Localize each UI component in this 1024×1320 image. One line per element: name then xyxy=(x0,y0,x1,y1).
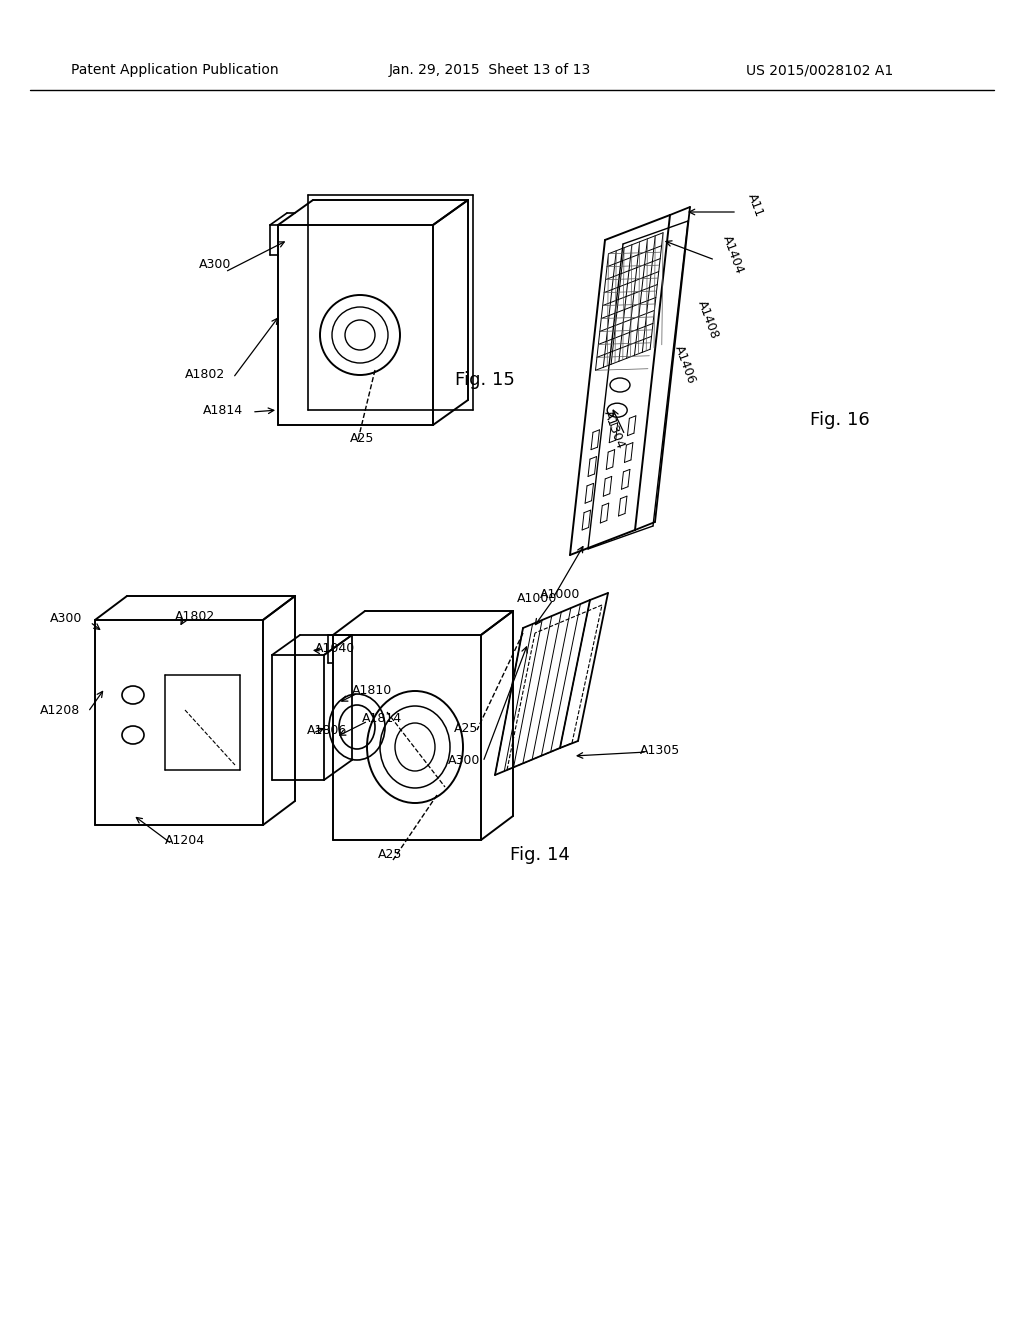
Text: A1802: A1802 xyxy=(175,610,215,623)
Text: A1806: A1806 xyxy=(307,723,347,737)
Text: A1810: A1810 xyxy=(352,684,392,697)
Text: A1000: A1000 xyxy=(517,591,557,605)
Text: A1040: A1040 xyxy=(315,642,355,655)
Text: Jan. 29, 2015  Sheet 13 of 13: Jan. 29, 2015 Sheet 13 of 13 xyxy=(389,63,591,77)
Text: A1000: A1000 xyxy=(540,589,581,602)
Text: A1305: A1305 xyxy=(640,743,680,756)
Text: A1814: A1814 xyxy=(203,404,243,417)
Text: A1204: A1204 xyxy=(165,833,205,846)
Text: A11: A11 xyxy=(745,191,766,219)
Text: A1404: A1404 xyxy=(720,234,745,276)
Text: A1802: A1802 xyxy=(184,368,225,381)
Text: Fig. 16: Fig. 16 xyxy=(810,411,869,429)
Text: Patent Application Publication: Patent Application Publication xyxy=(72,63,279,77)
Text: A300: A300 xyxy=(49,611,82,624)
Text: US 2015/0028102 A1: US 2015/0028102 A1 xyxy=(746,63,894,77)
Text: A1408: A1408 xyxy=(695,298,721,341)
Text: A25: A25 xyxy=(378,849,402,862)
Text: A300: A300 xyxy=(447,754,480,767)
Text: A1814: A1814 xyxy=(362,711,402,725)
Text: Fig. 14: Fig. 14 xyxy=(510,846,570,865)
Text: A1406: A1406 xyxy=(672,345,698,385)
Text: A25: A25 xyxy=(454,722,478,734)
Text: A1304: A1304 xyxy=(601,409,627,451)
Text: A300: A300 xyxy=(199,259,231,272)
Text: A25: A25 xyxy=(350,432,375,445)
Text: Fig. 15: Fig. 15 xyxy=(455,371,515,389)
Text: A1208: A1208 xyxy=(40,704,80,717)
